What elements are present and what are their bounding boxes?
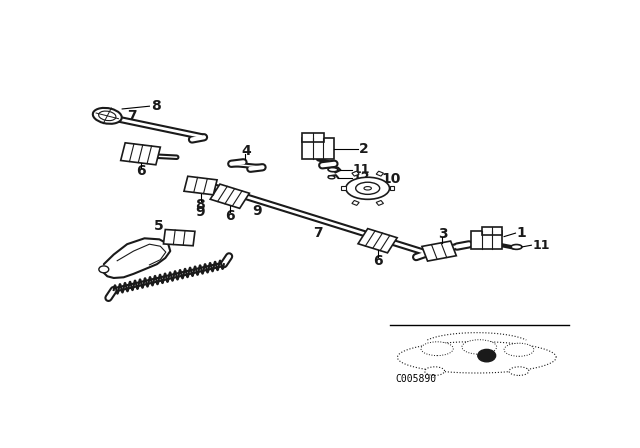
Ellipse shape xyxy=(421,342,453,356)
Polygon shape xyxy=(352,200,359,205)
Polygon shape xyxy=(352,171,359,176)
Text: 11: 11 xyxy=(353,163,371,176)
Text: 10: 10 xyxy=(381,172,401,186)
Text: 7: 7 xyxy=(127,109,137,123)
Ellipse shape xyxy=(504,343,534,356)
Ellipse shape xyxy=(509,367,529,375)
Polygon shape xyxy=(184,176,217,195)
Text: 6: 6 xyxy=(225,209,234,223)
Ellipse shape xyxy=(462,340,497,354)
Text: 9: 9 xyxy=(196,205,205,219)
Circle shape xyxy=(478,349,495,362)
Polygon shape xyxy=(376,171,383,176)
Text: C005890: C005890 xyxy=(395,374,436,384)
Text: 6: 6 xyxy=(372,254,382,268)
Polygon shape xyxy=(121,143,161,165)
Polygon shape xyxy=(210,184,250,208)
Ellipse shape xyxy=(346,177,390,199)
Text: 2: 2 xyxy=(359,142,369,155)
Ellipse shape xyxy=(328,168,338,172)
Polygon shape xyxy=(163,229,195,246)
Ellipse shape xyxy=(364,186,371,190)
Ellipse shape xyxy=(356,182,380,194)
Polygon shape xyxy=(390,186,394,190)
Text: 9: 9 xyxy=(253,204,262,218)
Polygon shape xyxy=(471,231,502,249)
Polygon shape xyxy=(482,227,502,234)
Text: 4: 4 xyxy=(241,144,251,158)
Text: 12: 12 xyxy=(353,171,371,184)
Polygon shape xyxy=(104,238,170,278)
Text: 1: 1 xyxy=(516,226,526,240)
Polygon shape xyxy=(341,186,346,190)
Text: 5: 5 xyxy=(154,219,163,233)
Polygon shape xyxy=(376,200,383,205)
Text: 8: 8 xyxy=(151,99,161,113)
Ellipse shape xyxy=(425,367,445,375)
Polygon shape xyxy=(302,133,324,142)
Ellipse shape xyxy=(511,245,522,250)
Polygon shape xyxy=(422,241,456,261)
Text: 6: 6 xyxy=(136,164,146,178)
Ellipse shape xyxy=(99,111,116,121)
Text: 8: 8 xyxy=(196,198,205,212)
Ellipse shape xyxy=(93,108,122,124)
Polygon shape xyxy=(302,138,334,159)
Ellipse shape xyxy=(328,176,335,179)
Text: 3: 3 xyxy=(438,227,448,241)
Text: 11: 11 xyxy=(532,239,550,252)
Text: 7: 7 xyxy=(313,226,323,240)
Polygon shape xyxy=(358,228,397,253)
Circle shape xyxy=(99,266,109,273)
